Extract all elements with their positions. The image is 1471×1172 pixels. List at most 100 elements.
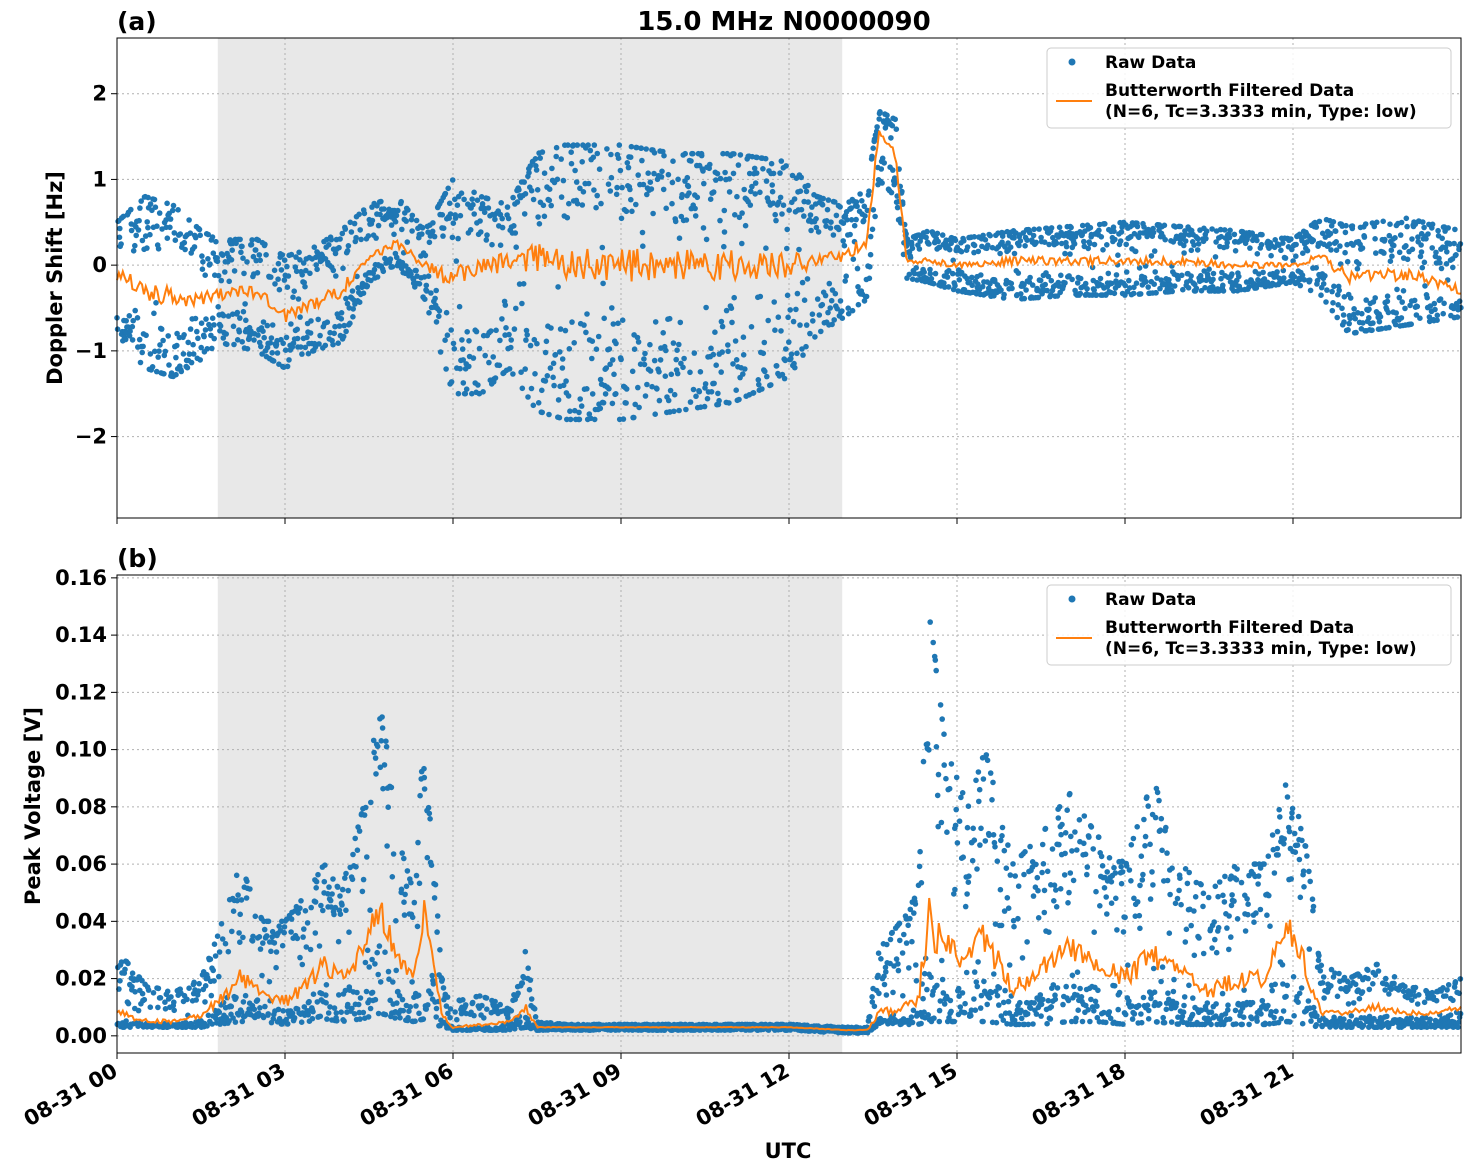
raw-data-point [399, 996, 406, 1003]
raw-data-point [530, 402, 537, 409]
raw-data-point [1225, 1007, 1231, 1013]
raw-data-point [1331, 283, 1337, 290]
raw-data-point [873, 1023, 879, 1030]
raw-data-point [460, 997, 466, 1003]
raw-data-point [426, 810, 433, 817]
raw-data-point [502, 1027, 509, 1033]
raw-data-point [281, 257, 288, 264]
raw-data-point [351, 1011, 358, 1017]
raw-data-point [403, 218, 410, 224]
raw-data-point [939, 976, 946, 983]
raw-data-point [1344, 241, 1350, 248]
nighttime-shading-a [217, 38, 843, 518]
raw-data-point [991, 971, 997, 977]
raw-data-point [783, 163, 789, 169]
raw-data-point [1005, 905, 1012, 911]
raw-data-point [489, 241, 495, 248]
raw-data-point [1126, 867, 1133, 873]
raw-data-point [670, 340, 677, 346]
raw-data-point [1211, 919, 1217, 925]
raw-data-point [129, 970, 136, 976]
raw-data-point [1007, 872, 1014, 878]
raw-data-point [1091, 241, 1098, 248]
raw-data-point [1030, 893, 1037, 899]
raw-data-point [492, 216, 498, 223]
raw-data-point [1342, 229, 1349, 236]
raw-data-point [462, 1002, 469, 1008]
raw-data-point [409, 914, 416, 921]
raw-data-point [875, 950, 882, 956]
raw-data-point [307, 270, 313, 277]
raw-data-point [936, 1018, 943, 1025]
raw-data-point [328, 236, 335, 243]
raw-data-point [945, 284, 952, 290]
raw-data-point [893, 1018, 899, 1024]
raw-data-point [260, 328, 266, 335]
raw-data-point [499, 224, 506, 231]
raw-data-point [610, 321, 617, 327]
raw-data-point [998, 922, 1005, 929]
raw-data-point [1200, 950, 1207, 957]
raw-data-point [1283, 993, 1289, 1000]
raw-data-point [730, 170, 737, 177]
raw-data-point [1349, 223, 1356, 229]
raw-data-point [298, 898, 304, 904]
raw-data-point [259, 972, 265, 979]
raw-data-point [713, 362, 719, 369]
raw-data-point [944, 829, 950, 835]
raw-data-point [1151, 281, 1157, 288]
raw-data-point [180, 351, 187, 357]
raw-data-point [797, 322, 803, 328]
raw-data-point [948, 761, 955, 767]
raw-data-point [1289, 815, 1295, 821]
raw-data-point [870, 207, 877, 213]
raw-data-point [701, 403, 708, 410]
raw-data-point [1068, 1018, 1075, 1025]
raw-data-point [447, 1014, 453, 1021]
raw-data-point [291, 288, 298, 295]
raw-data-point [680, 364, 686, 371]
raw-data-point [1315, 957, 1322, 964]
raw-data-point [826, 280, 833, 287]
raw-data-point [749, 183, 755, 190]
raw-data-point [675, 176, 681, 183]
raw-data-point [234, 309, 241, 316]
raw-data-point [684, 174, 691, 181]
raw-data-point [842, 278, 848, 284]
raw-data-point [608, 174, 615, 181]
raw-data-point [606, 346, 613, 352]
raw-data-point [239, 243, 245, 250]
raw-data-point [483, 237, 490, 243]
raw-data-point [273, 964, 279, 971]
legend-label-raw-a: Raw Data [1105, 53, 1196, 73]
raw-data-point [511, 326, 518, 332]
raw-data-point [661, 152, 667, 159]
raw-data-point [753, 170, 760, 176]
raw-data-point [1062, 280, 1068, 286]
raw-data-point [454, 202, 461, 208]
raw-data-point [192, 234, 199, 241]
raw-data-point [450, 340, 457, 347]
raw-data-point [809, 204, 815, 210]
raw-data-point [1393, 310, 1399, 316]
raw-data-point [454, 1016, 460, 1023]
raw-data-point [654, 386, 660, 392]
raw-data-point [519, 980, 526, 986]
raw-data-point [1035, 294, 1042, 301]
raw-data-point [508, 337, 514, 343]
raw-data-point [763, 178, 770, 184]
raw-data-point [1010, 917, 1017, 924]
raw-data-point [1313, 265, 1319, 271]
raw-data-point [677, 319, 684, 326]
raw-data-point [471, 1012, 477, 1019]
raw-data-point [1055, 815, 1062, 821]
raw-data-point [284, 363, 291, 370]
raw-data-point [1073, 1015, 1079, 1022]
raw-data-point [1106, 1009, 1113, 1015]
raw-data-point [1000, 1017, 1007, 1023]
raw-data-point [443, 309, 450, 316]
raw-data-point [138, 198, 144, 204]
raw-data-point [1017, 238, 1024, 244]
raw-data-point [595, 333, 602, 340]
raw-data-point [1085, 1007, 1091, 1013]
